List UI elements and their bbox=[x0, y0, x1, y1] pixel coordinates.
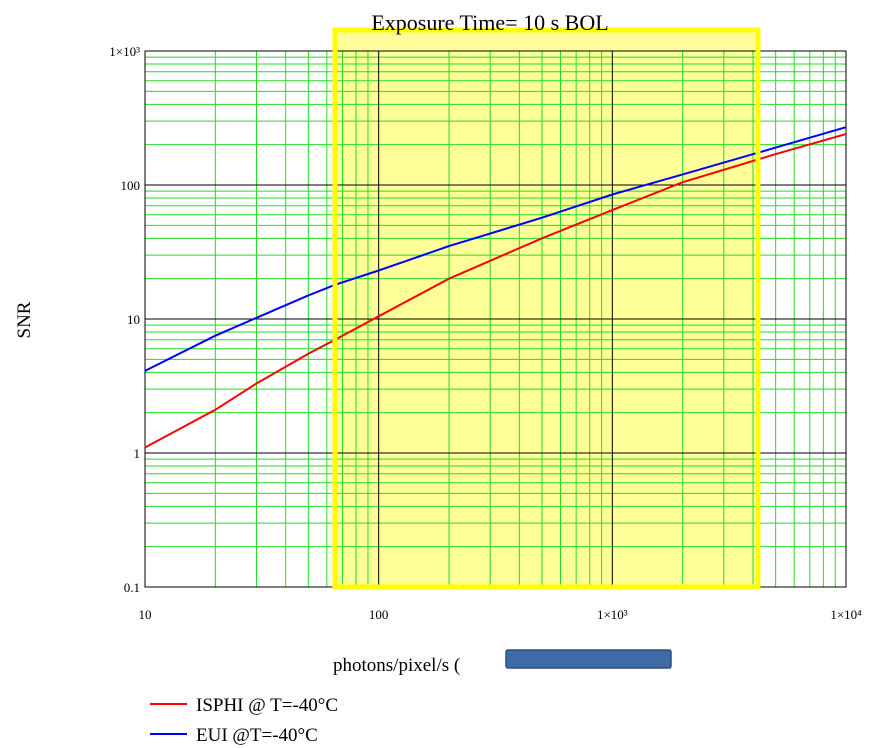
legend: ISPHI @ T=-40°C EUI @T=-40°C bbox=[150, 695, 338, 746]
legend-label-eui: EUI @T=-40°C bbox=[196, 725, 318, 746]
series-line-1 bbox=[144, 126, 847, 372]
y-tick-label: 1×10³ bbox=[109, 44, 140, 59]
x-tick-label: 1×10⁴ bbox=[830, 607, 862, 622]
highlight-region-fill bbox=[334, 30, 758, 587]
y-tick-label: 0.1 bbox=[124, 580, 140, 595]
redaction-bar bbox=[505, 649, 672, 669]
series-line-0 bbox=[144, 133, 847, 449]
x-tick-label: 1×10³ bbox=[597, 607, 628, 622]
x-tick-labels: 10 100 1×10³ 1×10⁴ bbox=[139, 607, 863, 622]
series-layer bbox=[144, 126, 847, 449]
y-tick-label: 1 bbox=[134, 446, 141, 461]
y-tick-label: 100 bbox=[121, 178, 141, 193]
y-axis-label: SNR bbox=[14, 301, 35, 338]
legend-label-isphi: ISPHI @ T=-40°C bbox=[196, 695, 338, 716]
x-tick-label: 100 bbox=[369, 607, 389, 622]
x-axis-label: photons/pixel/s ( bbox=[333, 655, 460, 676]
y-tick-labels: 0.1 1 10 100 1×10³ bbox=[109, 44, 140, 595]
chart-title: Exposure Time= 10 s BOL bbox=[371, 10, 608, 35]
y-tick-label: 10 bbox=[127, 312, 140, 327]
highlight-region-border bbox=[332, 27, 761, 590]
x-tick-label: 10 bbox=[139, 607, 152, 622]
